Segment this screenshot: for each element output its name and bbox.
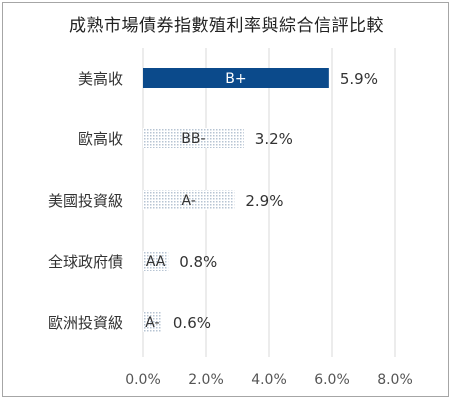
category-label: 美高收 — [78, 70, 123, 88]
x-tick-label: 2.0% — [188, 372, 224, 388]
category-label: 歐高收 — [78, 130, 123, 148]
x-tick-label: 4.0% — [251, 372, 287, 388]
rating-label: BB- — [181, 131, 205, 147]
bar — [143, 128, 244, 148]
x-tick-label: 8.0% — [377, 372, 413, 388]
data-label: 5.9% — [340, 70, 378, 88]
bar — [143, 312, 162, 332]
bar — [143, 251, 169, 271]
data-label: 2.9% — [245, 192, 283, 210]
data-label: 0.8% — [179, 253, 217, 271]
x-tick-label: 6.0% — [314, 372, 350, 388]
rating-label: A- — [182, 193, 196, 209]
category-label: 全球政府債 — [48, 253, 123, 271]
x-tick-label: 0.0% — [125, 372, 161, 388]
data-label: 0.6% — [173, 314, 211, 332]
rating-label: B+ — [225, 71, 246, 87]
rating-label: A- — [145, 315, 159, 331]
bars: B+ 5.9% BB- 3.2% A- 2.9% AA 0.8% A- 0.6% — [143, 68, 378, 332]
data-label: 3.2% — [255, 130, 293, 148]
category-label: 美國投資級 — [48, 192, 123, 210]
x-tick-labels: 0.0% 2.0% 4.0% 6.0% 8.0% — [125, 372, 413, 388]
rating-label: AA — [146, 254, 166, 270]
category-label: 歐洲投資級 — [48, 314, 123, 332]
bar — [143, 190, 235, 210]
bar — [143, 68, 329, 88]
chart-title: 成熟市場債券指數殖利率與綜合信評比較 — [69, 16, 384, 36]
